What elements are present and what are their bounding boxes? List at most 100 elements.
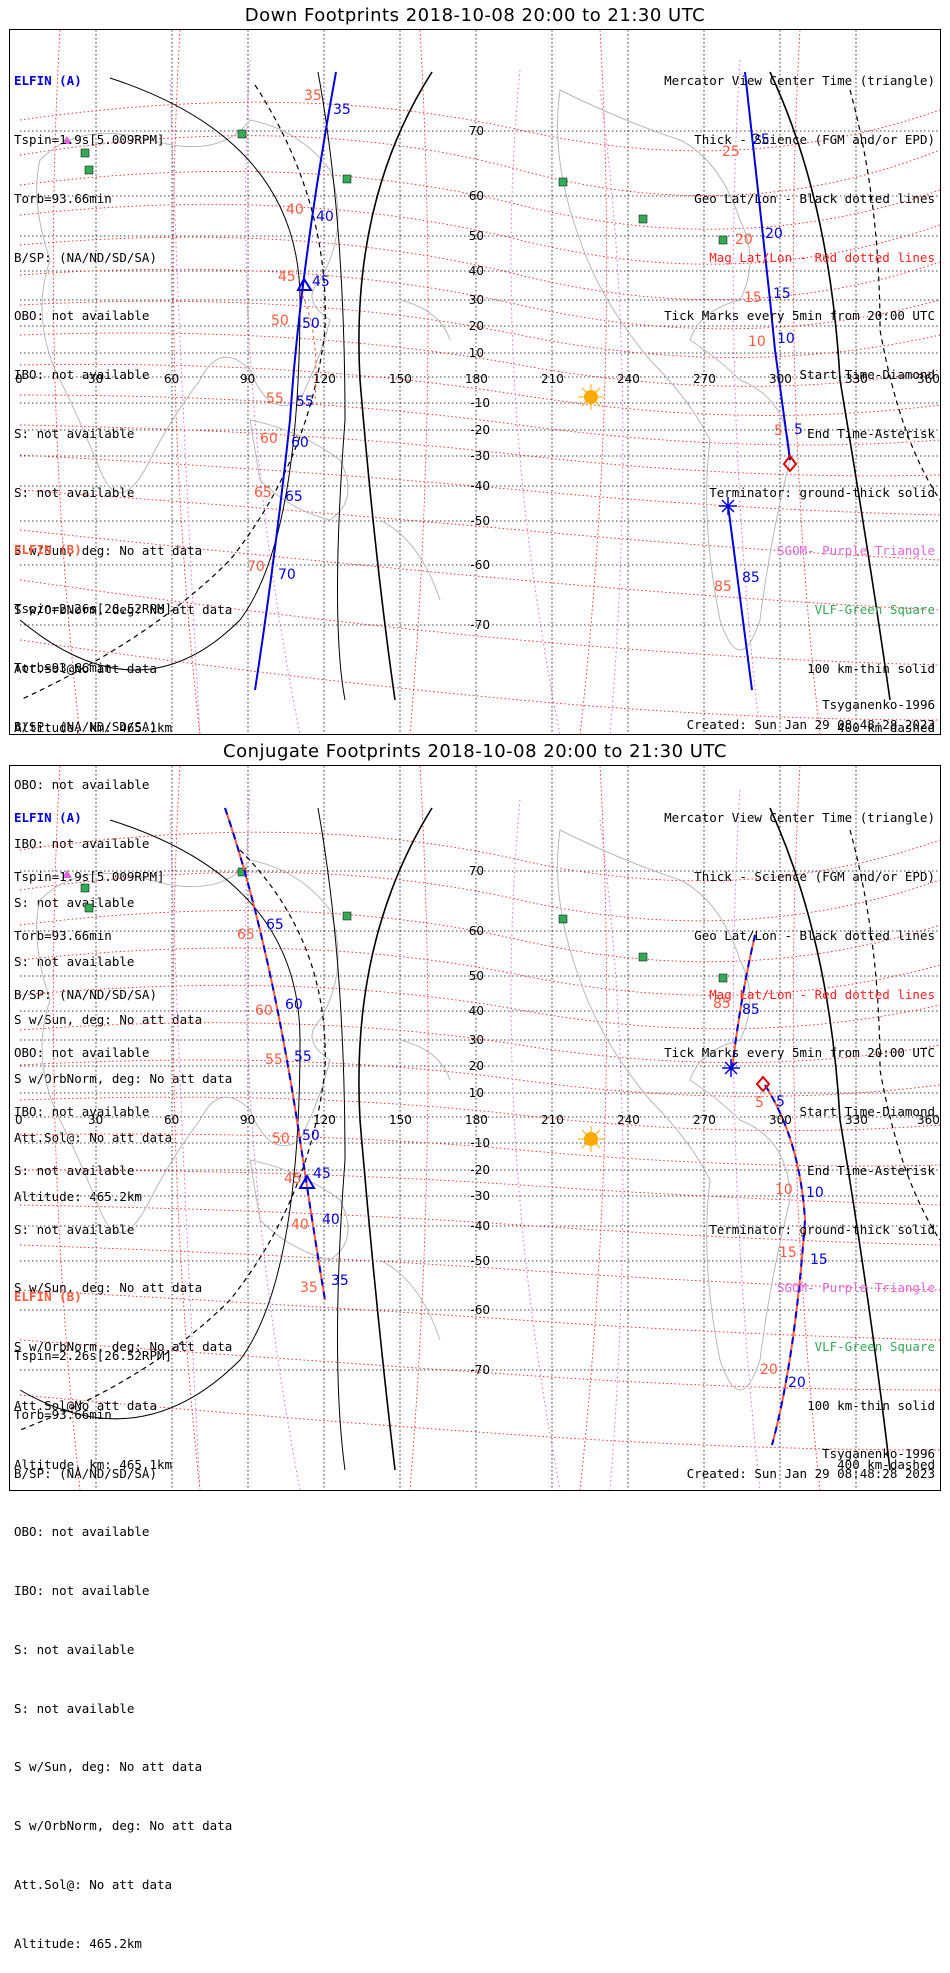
tick-label: 50: [302, 1128, 320, 1144]
lat-tick: 10: [469, 1086, 484, 1100]
info-line: Att.Sol@No att data: [14, 1398, 157, 1413]
info-line: S: not available: [14, 894, 135, 910]
lon-tick: 270: [693, 1113, 716, 1127]
info-line: S: not available: [14, 1221, 135, 1237]
lon-tick: 60: [164, 1113, 179, 1127]
lon-tick: 300: [769, 1113, 792, 1127]
lon-tick: 90: [240, 372, 255, 386]
coastlines: [36, 829, 791, 1391]
terminator: [19, 807, 941, 1471]
start-diamond: [782, 454, 798, 473]
lat-tick: 70: [469, 124, 484, 138]
legend-line: VLF-Green Square: [814, 602, 935, 618]
lat-tick: -70: [470, 618, 490, 632]
lon-tick: 150: [389, 1113, 412, 1127]
tick-label: 60: [285, 997, 303, 1013]
info-line: Torb=93.66min: [14, 659, 112, 675]
lat-tick: 10: [469, 346, 484, 360]
tick-label: 65: [285, 489, 303, 505]
tick-label: 70: [278, 567, 296, 583]
lat-tick: -60: [470, 1303, 490, 1317]
tick-label: 10: [806, 1185, 824, 1201]
tick-label: 20: [765, 226, 783, 242]
info-line: Altitude, km: 465.1km: [14, 719, 173, 735]
lon-tick: 330: [845, 1113, 868, 1127]
end-asterisk: [722, 1059, 740, 1077]
legend-line: End Time-Asterisk: [807, 1162, 935, 1178]
tick-label: 45: [313, 1166, 331, 1182]
lat-tick: 40: [469, 1004, 484, 1018]
info-line: Att.Sol@No att data: [14, 661, 157, 676]
legend-line: SGOM- Purple Triangle: [776, 1280, 935, 1296]
lon-tick: 330: [845, 372, 868, 386]
legend-line: SGOM- Purple Triangle: [776, 543, 935, 559]
legend-line: Terminator: ground-thick solid: [709, 484, 935, 500]
lat-tick: -10: [470, 1136, 490, 1150]
tick-label: 15: [744, 290, 762, 306]
tick-label: 60: [260, 431, 278, 447]
sat-b-header: ELFIN (B): [14, 542, 82, 558]
lon-tick: 180: [465, 1113, 488, 1127]
tick-label: 5: [776, 1094, 785, 1110]
legend-line: VLF-Green Square: [814, 1339, 935, 1355]
tick-label: 45: [284, 1171, 302, 1187]
tick-label: 65: [254, 485, 272, 501]
tick-label: 35: [333, 102, 351, 118]
legend-line: Geo Lat/Lon - Black dotted lines: [694, 927, 935, 943]
lon-tick: 30: [88, 1113, 103, 1127]
tick-label: 40: [316, 209, 334, 225]
sun-icon: [578, 1126, 604, 1152]
tick-label: 35: [304, 88, 322, 104]
legend-line: Geo Lat/Lon - Black dotted lines: [694, 190, 935, 206]
legend-line: 400 km-dashed: [837, 1456, 935, 1472]
tick-label: 20: [735, 232, 753, 248]
info-line: OBO: not available: [14, 777, 150, 793]
lon-tick: 0: [15, 372, 23, 386]
tick-label: 25: [752, 132, 770, 148]
legend-line: Mercator View Center Time (triangle): [664, 810, 935, 826]
legend-line: End Time-Asterisk: [807, 425, 935, 441]
info-line: S: not available: [14, 425, 135, 441]
info-line: B/SP: (NA/ND/SD/SA): [14, 1465, 157, 1481]
tick-label: 85: [742, 570, 760, 586]
info-line: Tspin=1.9s[5.009RPM]: [14, 868, 165, 884]
info-elfin-a-conjugate: ELFIN (A) Tspin=1.9s[5.009RPM] Torb=93.6…: [14, 769, 232, 1494]
info-line: Altitude: 465.2km: [14, 1188, 142, 1204]
map-frame-conjugate: [9, 765, 941, 1491]
tick-label: 50: [271, 313, 289, 329]
lat-tick: -30: [470, 1189, 490, 1203]
sgom-lines: [169, 59, 761, 736]
lat-tick: -20: [470, 1163, 490, 1177]
lat-tick: 60: [469, 924, 484, 938]
info-line: OBO: not available: [14, 308, 150, 324]
lat-tick: 30: [469, 293, 484, 307]
legend-line: Tick Marks every 5min from 20:00 UTC: [664, 1045, 935, 1061]
info-line: S w/Sun, deg: No att data: [14, 1759, 203, 1775]
info-line: S w/OrbNorm, deg: No att data: [14, 1818, 233, 1834]
panel-title-down: Down Footprints 2018-10-08 20:00 to 21:3…: [244, 5, 706, 26]
lon-tick: 210: [541, 372, 564, 386]
info-elfin-a-down: ELFIN (A) Tspin=1.9s[5.009RPM] Torb=93.6…: [14, 32, 232, 757]
lat-tick: -50: [470, 1254, 490, 1268]
sat-b-header: ELFIN (B): [14, 1289, 82, 1305]
lon-tick: 300: [769, 372, 792, 386]
sgom-triangle: [62, 870, 72, 878]
lon-tick: 360: [917, 372, 940, 386]
vlf-stations: [80, 867, 728, 983]
lon-tick: 180: [465, 372, 488, 386]
footprint-tracks: [254, 71, 791, 691]
tick-label: 10: [777, 331, 795, 347]
info-line: IBO: not available: [14, 367, 150, 383]
tick-label: 55: [265, 1052, 283, 1068]
lat-tick: 70: [469, 864, 484, 878]
info-line: B/SP: (NA/ND/SD/SA): [14, 249, 157, 265]
legend-line: Mag Lat/Lon - Red dotted lines: [709, 986, 935, 1002]
mag-grid: [19, 765, 941, 1490]
info-line: S: not available: [14, 1641, 135, 1657]
info-line: Altitude: 465.2km: [14, 1935, 142, 1951]
lat-tick: 20: [469, 1059, 484, 1073]
info-line: IBO: not available: [14, 1583, 150, 1599]
tick-label: 55: [294, 1049, 312, 1065]
tick-label: 55: [266, 391, 284, 407]
tick-label: 45: [278, 269, 296, 285]
